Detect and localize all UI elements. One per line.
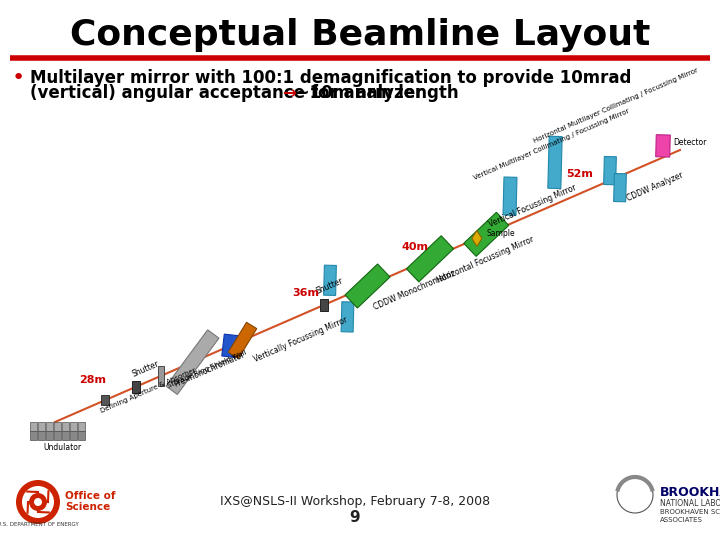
Polygon shape xyxy=(345,264,390,308)
Text: Horizontal Focussing Mirror: Horizontal Focussing Mirror xyxy=(435,235,535,285)
Text: BROOKHAVEN SCIENCE: BROOKHAVEN SCIENCE xyxy=(660,509,720,515)
Text: →: → xyxy=(282,84,295,102)
Polygon shape xyxy=(406,236,454,282)
Text: Office of: Office of xyxy=(65,491,115,501)
Text: Undulator: Undulator xyxy=(43,443,81,452)
Polygon shape xyxy=(613,173,626,202)
Text: Pre-monochromator: Pre-monochromator xyxy=(173,350,246,388)
Bar xyxy=(38,431,45,440)
Bar xyxy=(78,422,85,431)
Bar xyxy=(30,431,37,440)
Text: CDDW Monochromator: CDDW Monochromator xyxy=(372,269,456,312)
Text: NATIONAL LABORATORY: NATIONAL LABORATORY xyxy=(660,498,720,508)
Text: Multilayer mirror with 100:1 demagnification to provide 10mrad: Multilayer mirror with 100:1 demagnifica… xyxy=(30,69,631,87)
Polygon shape xyxy=(503,177,517,215)
Text: ~10m arm length: ~10m arm length xyxy=(289,84,458,102)
Text: Vertically Focussing Mirror: Vertically Focussing Mirror xyxy=(253,315,349,363)
Bar xyxy=(62,431,69,440)
Text: CDDW Analyzer: CDDW Analyzer xyxy=(625,171,684,203)
Text: Sample: Sample xyxy=(487,229,516,238)
Text: Conceptual Beamline Layout: Conceptual Beamline Layout xyxy=(70,18,650,52)
Text: Vertical Focussing Mirror: Vertical Focussing Mirror xyxy=(487,184,578,230)
Bar xyxy=(70,431,77,440)
Text: 28m: 28m xyxy=(79,375,106,385)
Bar xyxy=(62,422,69,431)
Text: ASSOCIATES: ASSOCIATES xyxy=(660,517,703,523)
Bar xyxy=(54,431,61,440)
Circle shape xyxy=(22,486,54,518)
Bar xyxy=(158,366,164,386)
Polygon shape xyxy=(323,265,336,295)
Text: BROOKHAVEN: BROOKHAVEN xyxy=(660,485,720,498)
Text: Horizontal Multilayer Collimating / Focussing Mirror: Horizontal Multilayer Collimating / Focu… xyxy=(533,68,699,144)
Polygon shape xyxy=(656,134,670,157)
Text: Science: Science xyxy=(65,502,110,512)
Polygon shape xyxy=(472,231,482,246)
Polygon shape xyxy=(222,334,238,357)
Polygon shape xyxy=(464,212,509,256)
Circle shape xyxy=(16,480,60,524)
Text: 9: 9 xyxy=(350,510,360,525)
Text: U.S. DEPARTMENT OF ENERGY: U.S. DEPARTMENT OF ENERGY xyxy=(0,522,79,526)
Polygon shape xyxy=(603,157,616,185)
Bar xyxy=(132,381,140,393)
Polygon shape xyxy=(228,322,257,359)
Bar xyxy=(54,422,61,431)
Text: 52m: 52m xyxy=(566,170,593,179)
Text: Defining Aperture & Absorber: Defining Aperture & Absorber xyxy=(100,367,197,414)
Bar xyxy=(320,299,328,311)
Text: 36m: 36m xyxy=(292,288,319,298)
Text: Storage Ring Shield Wall: Storage Ring Shield Wall xyxy=(166,349,247,389)
Text: •: • xyxy=(12,68,24,88)
Bar xyxy=(46,422,53,431)
Bar xyxy=(38,422,45,431)
Text: 40m: 40m xyxy=(402,242,428,252)
Bar xyxy=(46,431,53,440)
Text: Shutter: Shutter xyxy=(130,359,161,379)
Text: Shutter: Shutter xyxy=(315,276,345,296)
Circle shape xyxy=(29,493,47,511)
Polygon shape xyxy=(166,330,219,394)
Text: Vertical Multilayer Collimating / Focussing Mirror: Vertical Multilayer Collimating / Focuss… xyxy=(472,108,630,181)
Bar xyxy=(78,431,85,440)
Polygon shape xyxy=(341,302,354,332)
Circle shape xyxy=(34,498,42,506)
Text: IXS@NSLS-II Workshop, February 7-8, 2008: IXS@NSLS-II Workshop, February 7-8, 2008 xyxy=(220,496,490,509)
Bar xyxy=(70,422,77,431)
Bar xyxy=(101,395,109,405)
Bar xyxy=(30,422,37,431)
Text: (vertical) angular acceptance for analyzer: (vertical) angular acceptance for analyz… xyxy=(30,84,429,102)
Polygon shape xyxy=(548,136,562,188)
Text: Detector: Detector xyxy=(673,138,706,147)
